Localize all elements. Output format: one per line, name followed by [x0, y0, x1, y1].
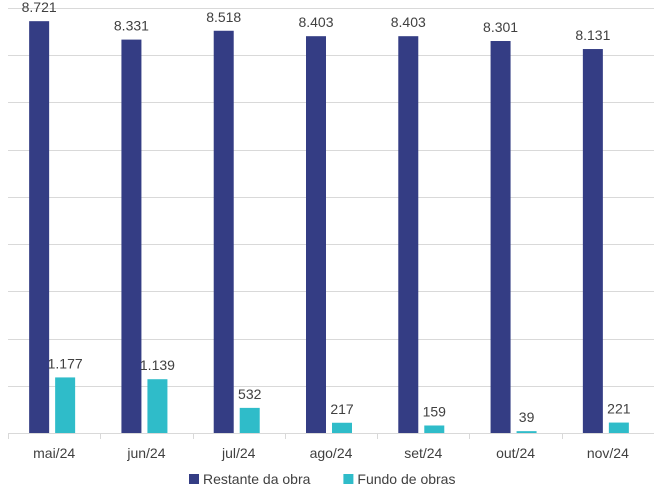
x-tick-label: nov/24: [587, 445, 629, 461]
bar-fundo-de-obras: [239, 407, 260, 433]
x-axis-ticks: mai/24 jun/24 jul/24 ago/24 set/24 out/24 nov/…: [8, 433, 629, 461]
bar-fundo-de-obras: [332, 422, 352, 433]
bar-restante-da-obra: [398, 36, 419, 434]
data-label: 217: [330, 401, 354, 417]
legend-swatch: [189, 474, 199, 484]
bar-fundo-de-obras: [147, 379, 168, 433]
x-tick-label: jul/24: [221, 445, 256, 461]
data-label: 8.403: [298, 14, 333, 30]
bars: [29, 21, 629, 434]
legend-swatch: [343, 474, 354, 484]
x-tick-label: jun/24: [126, 445, 165, 461]
data-label: 1.177: [48, 355, 83, 371]
data-label: 8.131: [575, 27, 610, 43]
x-tick-label: ago/24: [310, 445, 353, 461]
legend: Restante da obra Fundo de obras: [189, 471, 455, 487]
data-label: 532: [238, 386, 262, 402]
bar-fundo-de-obras: [608, 422, 629, 433]
data-label: 159: [423, 403, 447, 419]
data-label: 8.518: [206, 9, 241, 25]
bar-fundo-de-obras: [55, 377, 76, 433]
gridlines: [8, 8, 654, 434]
x-tick-label: mai/24: [33, 445, 75, 461]
bar-restante-da-obra: [306, 36, 326, 434]
bar-fundo-de-obras: [424, 425, 445, 433]
data-label: 221: [607, 401, 631, 417]
data-label: 8.403: [391, 14, 426, 30]
data-label: 8.331: [114, 18, 149, 34]
data-labels: 8.721 8.331 8.518 8.403 8.403 8.301 8.131 1.177…: [22, 0, 631, 425]
x-tick-label: set/24: [404, 445, 442, 461]
bar-restante-da-obra: [213, 30, 234, 434]
bar-fundo-de-obras: [516, 431, 537, 433]
data-label: 1.139: [140, 357, 175, 373]
data-label: 8.721: [22, 0, 57, 15]
bar-restante-da-obra: [490, 41, 511, 434]
bar-restante-da-obra: [582, 49, 603, 434]
x-tick-label: out/24: [496, 445, 535, 461]
data-label: 39: [519, 409, 535, 425]
bar-restante-da-obra: [29, 21, 50, 434]
data-label: 8.301: [483, 19, 518, 35]
legend-label: Restante da obra: [203, 471, 311, 487]
legend-label: Fundo de obras: [357, 471, 455, 487]
bar-restante-da-obra: [121, 39, 142, 433]
